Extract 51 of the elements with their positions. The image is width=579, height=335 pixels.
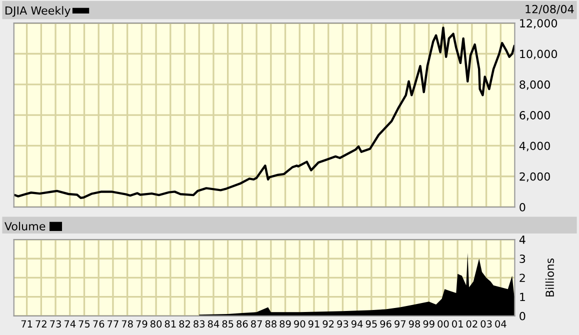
text: 12/08/04 [526, 4, 574, 14]
x-tick-label: 96 [380, 320, 392, 328]
x-tick-label: 81 [164, 320, 176, 328]
x-tick-label: 75 [78, 320, 90, 328]
x-tick-label: 73 [50, 320, 61, 328]
y-tick-label: 3 [520, 254, 526, 263]
x-tick-label: 02 [466, 320, 478, 328]
x-tick-label: 82 [179, 320, 190, 328]
x-tick-label: 83 [194, 320, 205, 328]
x-tick-label: 86 [236, 320, 248, 328]
x-tick-label: 88 [265, 320, 276, 328]
x-tick-label: 93 [337, 320, 348, 328]
y-tick-label: 0 [520, 203, 526, 212]
x-tick-label: 98 [408, 320, 420, 328]
x-tick-label: 72 [36, 320, 46, 328]
y-tick-label: 1 [520, 292, 525, 302]
x-tick-label: 91 [308, 320, 320, 328]
x-tick-label: 03 [480, 320, 492, 328]
x-tick-label: 92 [322, 320, 334, 328]
x-tick-label: 76 [93, 320, 104, 328]
x-tick-label: 94 [352, 320, 363, 328]
x-tick-label: 74 [64, 320, 76, 328]
y-tick-label: 0 [520, 312, 526, 320]
line-series [14, 26, 515, 199]
x-tick-label: 97 [394, 320, 406, 328]
y-tick-label: 4,000 [519, 142, 550, 152]
y-tick-label: 8,000 [520, 80, 550, 90]
legend-label: Volume [4, 222, 46, 230]
legend-label: DJIA Weekly [6, 6, 70, 17]
x-tick-label: 00 [438, 320, 449, 328]
x-tick-label: 77 [108, 320, 118, 328]
y-tick-label: 12,000 [520, 19, 558, 29]
x-tick-label: 80 [150, 320, 162, 328]
x-tick-label: 99 [423, 320, 434, 328]
x-tick-label: 01 [452, 320, 463, 328]
x-tick-label: 71 [21, 320, 32, 328]
x-tick-label: 84 [208, 320, 220, 328]
y-tick-label: 4 [519, 236, 526, 244]
y-tick-label: 2,000 [520, 172, 550, 182]
x-tick-label: 79 [136, 320, 148, 328]
x-tick-label: 78 [122, 320, 133, 328]
x-tick-label: 04 [495, 320, 506, 328]
y-axis-title: Billions [545, 258, 554, 296]
y-tick-label: 2 [520, 274, 525, 282]
x-tick-label: 85 [222, 320, 234, 328]
x-tick-label: 89 [280, 320, 291, 328]
y-tick-label: 6,000 [520, 111, 550, 121]
x-tick-label: 87 [251, 320, 262, 328]
x-tick-label: 95 [366, 320, 377, 328]
y-tick-label: 10,000 [520, 50, 558, 60]
x-tick-label: 90 [294, 320, 306, 328]
